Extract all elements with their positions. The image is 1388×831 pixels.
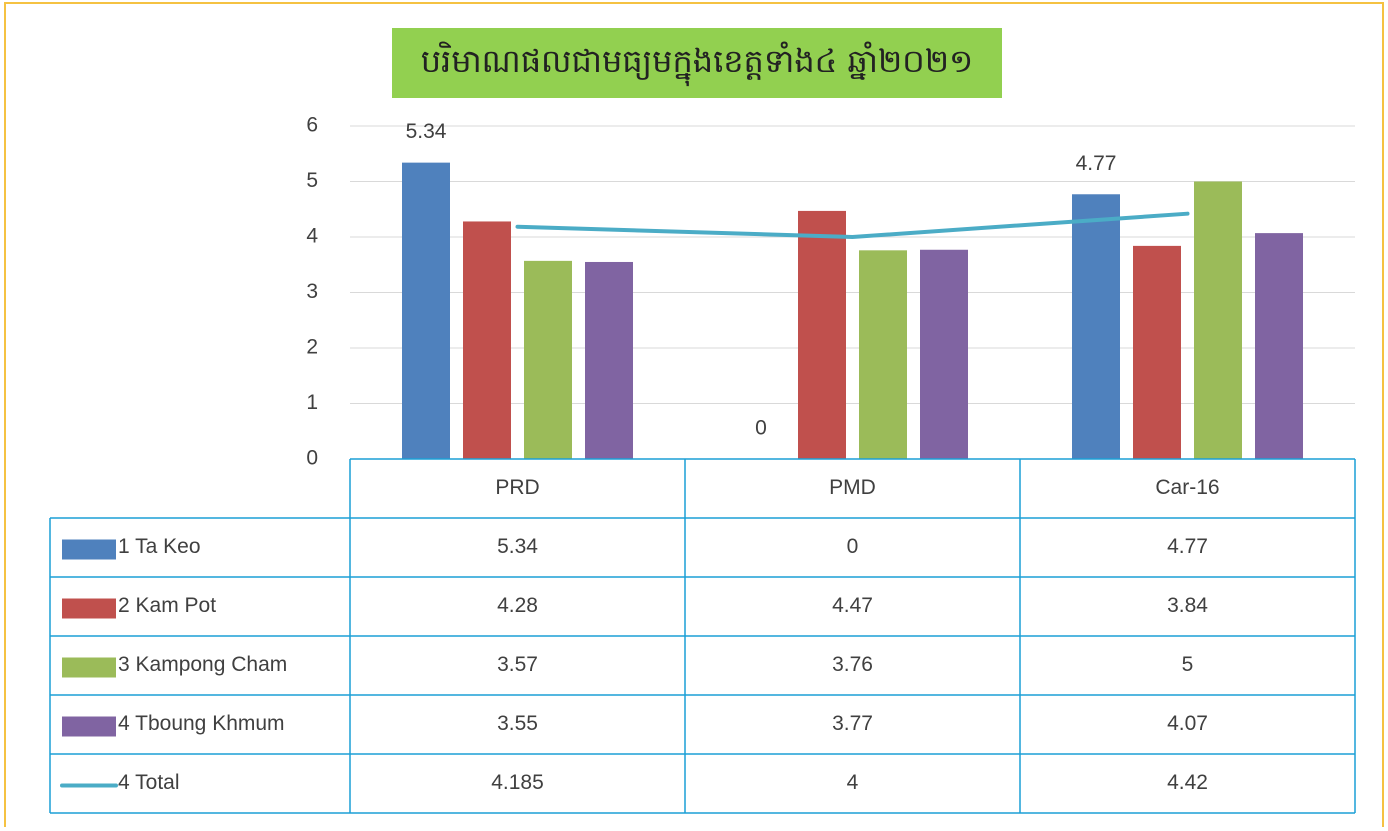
x-tick-label: PRD bbox=[495, 476, 539, 499]
y-tick-label: 0 bbox=[306, 447, 318, 470]
legend-swatch bbox=[62, 657, 116, 678]
y-tick-label: 1 bbox=[306, 391, 318, 414]
bar bbox=[585, 261, 633, 459]
table-cell: 3.57 bbox=[497, 653, 538, 676]
y-tick-label: 6 bbox=[306, 114, 318, 137]
y-tick-label: 4 bbox=[306, 225, 318, 248]
bar bbox=[1072, 194, 1120, 459]
bar bbox=[524, 260, 572, 459]
legend-label: 4 Total bbox=[118, 771, 180, 794]
bar bbox=[1194, 181, 1242, 459]
table-cell: 0 bbox=[847, 535, 859, 558]
table-cell: 4.185 bbox=[491, 771, 544, 794]
table-cell: 3.76 bbox=[832, 653, 873, 676]
legend-swatch bbox=[62, 539, 116, 560]
table-cell: 3.77 bbox=[832, 712, 873, 735]
legend-swatch bbox=[62, 716, 116, 737]
data-label: 0 bbox=[755, 417, 767, 440]
bar bbox=[859, 250, 907, 459]
table-cell: 4.42 bbox=[1167, 771, 1208, 794]
data-label: 4.77 bbox=[1076, 152, 1117, 175]
table-cell: 5 bbox=[1182, 653, 1194, 676]
table-cell: 3.84 bbox=[1167, 594, 1208, 617]
bar bbox=[798, 210, 846, 459]
table-cell: 5.34 bbox=[497, 535, 538, 558]
x-tick-label: PMD bbox=[829, 476, 876, 499]
bar bbox=[1255, 233, 1303, 459]
legend-label: 3 Kampong Cham bbox=[118, 653, 287, 676]
data-label: 5.34 bbox=[406, 120, 447, 143]
table-cell: 4 bbox=[847, 771, 859, 794]
frame bbox=[4, 2, 1384, 831]
legend-label: 2 Kam Pot bbox=[118, 594, 216, 617]
legend-swatch bbox=[62, 598, 116, 619]
bar bbox=[920, 249, 968, 459]
table-cell: 4.47 bbox=[832, 594, 873, 617]
y-tick-label: 2 bbox=[306, 336, 318, 359]
bar bbox=[463, 221, 511, 459]
table-cell: 3.55 bbox=[497, 712, 538, 735]
title-background bbox=[392, 28, 1002, 98]
table-cell: 4.28 bbox=[497, 594, 538, 617]
legend-label: 1 Ta Keo bbox=[118, 535, 201, 558]
x-tick-label: Car-16 bbox=[1155, 476, 1219, 499]
legend-label: 4 Tboung Khmum bbox=[118, 712, 285, 735]
table-cell: 4.77 bbox=[1167, 535, 1208, 558]
table-cell: 4.07 bbox=[1167, 712, 1208, 735]
y-tick-label: 5 bbox=[306, 169, 318, 192]
line-series bbox=[515, 211, 1190, 240]
bar bbox=[1133, 245, 1181, 459]
chart-title: បរិមាណផលជាមធ្យមក្នុងខេត្តទាំង៤ ឆ្នាំ២០២១ bbox=[421, 41, 974, 87]
y-tick-label: 3 bbox=[306, 280, 318, 303]
bar bbox=[402, 162, 450, 459]
